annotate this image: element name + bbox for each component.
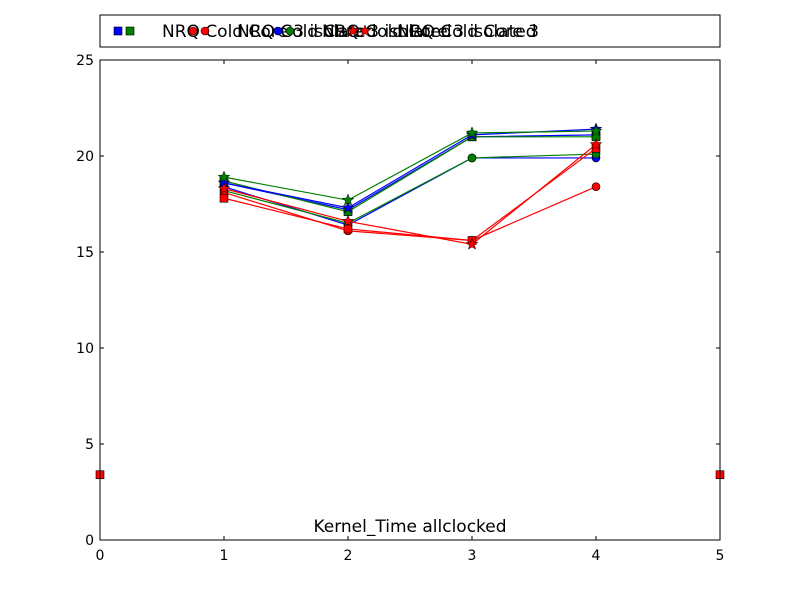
data-point — [467, 153, 477, 163]
x-tick-label: 0 — [96, 548, 105, 564]
data-point — [219, 193, 229, 203]
data-point — [217, 181, 231, 195]
series-line — [223, 186, 597, 242]
series-5 — [217, 124, 603, 206]
series-line — [223, 153, 597, 224]
legend-entry: NRQ Cold Core 3 isolated — [113, 22, 377, 42]
legend-marker — [188, 26, 198, 36]
x-tick-label: 3 — [468, 548, 477, 564]
y-tick-label: 10 — [76, 341, 94, 357]
series-line — [223, 157, 596, 226]
data-point — [217, 170, 231, 183]
data-point — [343, 224, 353, 234]
y-tick-label: 25 — [76, 53, 94, 69]
series-line — [223, 144, 597, 245]
series-line — [223, 130, 597, 201]
plot-frame — [99, 59, 721, 541]
y-tick-label: 0 — [85, 533, 94, 549]
y-tick-label: 15 — [76, 245, 94, 261]
x-tick-label: 2 — [344, 548, 353, 564]
data-point — [341, 193, 355, 206]
axis-ticks: 0 1 2 3 4 5 0 5 10 15 20 25 — [76, 53, 724, 564]
legend-marker — [200, 26, 210, 36]
plot-area — [100, 60, 720, 540]
legend-label: NRQ Cold Core 3 isolated — [322, 22, 537, 42]
legend-marker — [113, 26, 123, 36]
data-point — [341, 201, 355, 214]
legend-marker — [358, 24, 372, 37]
legend-entry: NRQ Cold Core 3 — [346, 22, 539, 42]
legend-entry: NRQ Cold Core 3 isolated — [273, 22, 537, 42]
legend-label: NRQ Cold Core 3 isolated — [162, 22, 377, 42]
data-point — [591, 182, 601, 192]
legend-marker — [346, 24, 360, 37]
data-point — [589, 137, 603, 150]
data-point — [465, 126, 479, 139]
y-tick-label: 20 — [76, 149, 94, 165]
data-point — [465, 237, 479, 250]
legend-label: NRQ Cold Core 3 — [397, 22, 539, 42]
legend-marker — [285, 26, 295, 36]
series-8 — [217, 137, 603, 250]
data-point — [341, 214, 355, 227]
series-line — [223, 136, 596, 213]
x-tick-label: 1 — [220, 548, 229, 564]
legend-marker — [273, 26, 283, 36]
x-tick-label: 5 — [716, 548, 725, 564]
y-tick-label: 5 — [85, 437, 94, 453]
data-point — [589, 124, 603, 137]
chart-annotation: Kernel_Time allclocked — [313, 517, 506, 537]
legend-marker — [125, 26, 135, 36]
x-tick-label: 4 — [592, 548, 601, 564]
